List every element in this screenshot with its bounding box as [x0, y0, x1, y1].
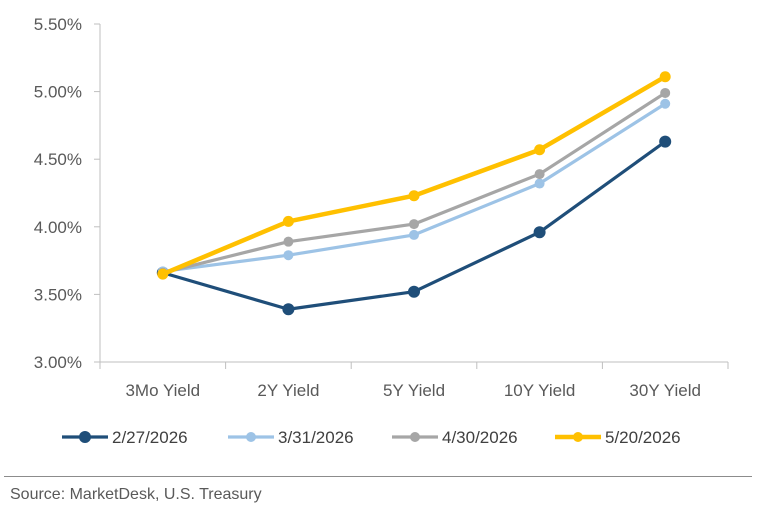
data-point: [659, 71, 671, 83]
data-point: [409, 219, 419, 230]
data-point: [282, 303, 295, 316]
data-point: [282, 215, 294, 227]
series-4: [157, 71, 671, 280]
legend-label: 3/31/2026: [278, 428, 354, 447]
series-line: [161, 74, 667, 277]
data-point: [409, 229, 419, 240]
data-point: [408, 285, 420, 298]
legend-marker: [246, 432, 256, 442]
legend-marker: [79, 431, 91, 443]
legend-item: 4/30/2026: [392, 428, 518, 447]
data-point: [534, 144, 546, 156]
legend: 2/27/2026 3/31/2026 4/30/2026 5/20/2026: [62, 428, 681, 447]
legend-label: 2/27/2026: [112, 428, 188, 447]
series-line: [162, 102, 667, 274]
source-note: Source: MarketDesk, U.S. Treasury: [10, 486, 262, 503]
footer-divider: [4, 476, 752, 477]
legend-marker: [410, 432, 420, 442]
data-point: [533, 226, 546, 239]
legend-item: 5/20/2026: [555, 428, 681, 447]
x-tick-label: 5Y Yield: [383, 381, 445, 400]
legend-item: 3/31/2026: [228, 428, 354, 447]
data-point: [659, 135, 672, 148]
data-point: [283, 236, 294, 247]
data-point: [660, 87, 671, 98]
x-tick-label: 30Y Yield: [629, 381, 701, 400]
chart-axes: 3.00% 3.50% 4.00% 4.50% 5.00% 5.50% 3Mo Yield 2…: [34, 15, 729, 400]
x-tick-label: 10Y Yield: [504, 381, 576, 400]
data-point: [534, 169, 545, 180]
y-tick-label: 5.50%: [34, 15, 82, 34]
data-point: [157, 268, 169, 280]
data-point: [660, 98, 671, 109]
series-layer: [156, 71, 672, 316]
y-tick-label: 3.50%: [34, 285, 82, 304]
y-tick-label: 4.00%: [34, 218, 82, 237]
legend-label: 5/20/2026: [605, 428, 681, 447]
yield-curve-chart: 3.00% 3.50% 4.00% 4.50% 5.00% 5.50% 3Mo Yield 2…: [34, 15, 729, 447]
series-2: [157, 98, 671, 277]
x-tick-label: 2Y Yield: [257, 381, 319, 400]
legend-label: 4/30/2026: [442, 428, 518, 447]
legend-marker: [573, 432, 583, 442]
y-tick-label: 3.00%: [34, 353, 82, 372]
data-point: [408, 190, 420, 202]
data-point: [534, 178, 545, 189]
legend-item: 2/27/2026: [62, 428, 188, 447]
y-tick-label: 5.00%: [34, 83, 82, 102]
data-point: [283, 250, 294, 261]
x-tick-label: 3Mo Yield: [125, 381, 200, 400]
y-tick-label: 4.50%: [34, 150, 82, 169]
